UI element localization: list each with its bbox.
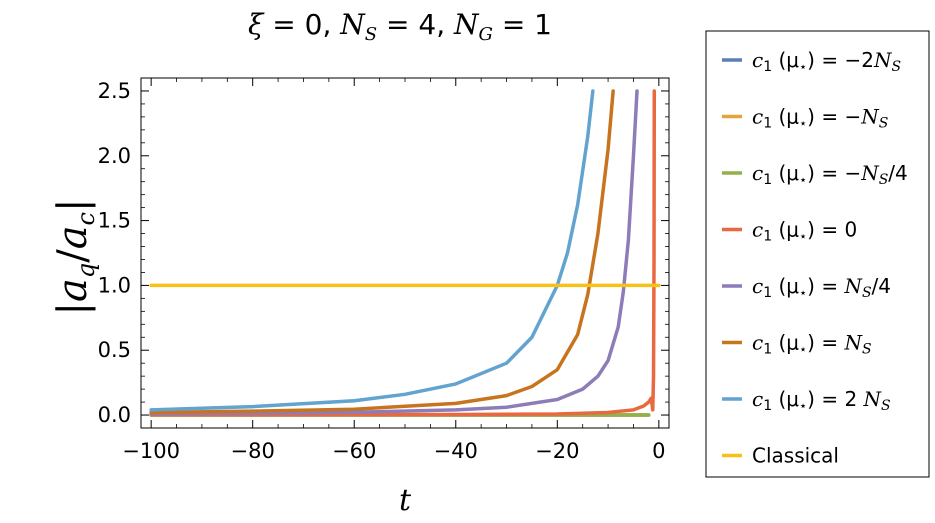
x-axis-label: t xyxy=(399,483,412,518)
series-lines xyxy=(149,89,661,417)
series-line-5 xyxy=(149,89,615,415)
legend-entry: c1 (μ⋆) = 0 xyxy=(752,218,857,245)
legend-entry: Classical xyxy=(752,444,839,468)
legend-entry: c1 (μ⋆) = −2NS​ xyxy=(752,48,901,75)
y-tick-label: 0.0 xyxy=(98,403,131,427)
chart-title: ξ = 0, NS = 4, NG = 1 xyxy=(248,8,552,45)
series-line-4 xyxy=(149,89,639,416)
legend-entry: c1 (μ⋆) = 2 NS​ xyxy=(752,387,891,414)
y-tick-label: 2.0 xyxy=(98,144,131,168)
series-line-6 xyxy=(149,89,595,412)
series-line-3 xyxy=(149,89,657,417)
y-tick-label: 1.5 xyxy=(98,209,131,233)
y-tick-label: 0.5 xyxy=(98,338,131,362)
x-tick-labels: −100 −80 −60 −40 −20 0 xyxy=(122,439,665,463)
x-tick-label: −100 xyxy=(122,439,180,463)
x-tick-label: −80 xyxy=(231,439,275,463)
y-tick-labels: 0.0 0.5 1.0 1.5 2.0 2.5 xyxy=(98,79,131,427)
legend-entry: c1 (μ⋆) = −NS/4 xyxy=(752,161,908,188)
x-tick-label: 0 xyxy=(652,439,665,463)
y-tick-label: 2.5 xyxy=(98,79,131,103)
legend-entry: c1 (μ⋆) = −NS​ xyxy=(752,105,888,132)
legend-entry: c1 (μ⋆) = NS/4 xyxy=(752,274,891,301)
svg-text:|aq/ac|: |aq/ac| xyxy=(50,199,100,316)
x-tick-label: −60 xyxy=(332,439,376,463)
x-tick-label: −40 xyxy=(434,439,478,463)
x-tick-label: −20 xyxy=(535,439,579,463)
legend: c1 (μ⋆) = −2NS​ c1 (μ⋆) = −NS​ c1 (μ⋆) = −… xyxy=(722,48,908,468)
axis-ticks xyxy=(141,78,669,429)
y-tick-label: 1.0 xyxy=(98,273,131,297)
legend-box xyxy=(705,30,930,478)
y-axis-label: |aq/ac| xyxy=(50,199,100,316)
legend-entry: c1 (μ⋆) = NS​ xyxy=(752,331,872,358)
